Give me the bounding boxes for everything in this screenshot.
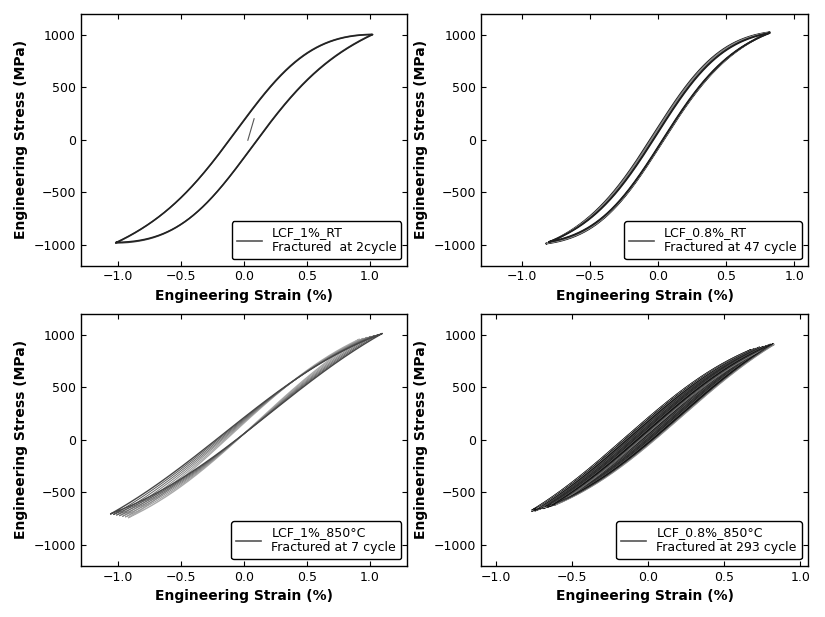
Legend: LCF_0.8%_850°C
Fractured at 293 cycle: LCF_0.8%_850°C Fractured at 293 cycle (616, 521, 802, 560)
Y-axis label: Engineering Stress (MPa): Engineering Stress (MPa) (14, 341, 28, 539)
Y-axis label: Engineering Stress (MPa): Engineering Stress (MPa) (414, 40, 428, 239)
X-axis label: Engineering Strain (%): Engineering Strain (%) (555, 589, 733, 603)
Y-axis label: Engineering Stress (MPa): Engineering Stress (MPa) (414, 341, 428, 539)
Legend: LCF_0.8%_RT
Fractured at 47 cycle: LCF_0.8%_RT Fractured at 47 cycle (624, 222, 802, 259)
X-axis label: Engineering Strain (%): Engineering Strain (%) (555, 289, 733, 303)
Y-axis label: Engineering Stress (MPa): Engineering Stress (MPa) (14, 40, 28, 239)
Legend: LCF_1%_850°C
Fractured at 7 cycle: LCF_1%_850°C Fractured at 7 cycle (232, 521, 401, 560)
Legend: LCF_1%_RT
Fractured  at 2cycle: LCF_1%_RT Fractured at 2cycle (232, 222, 401, 259)
X-axis label: Engineering Strain (%): Engineering Strain (%) (155, 589, 333, 603)
X-axis label: Engineering Strain (%): Engineering Strain (%) (155, 289, 333, 303)
